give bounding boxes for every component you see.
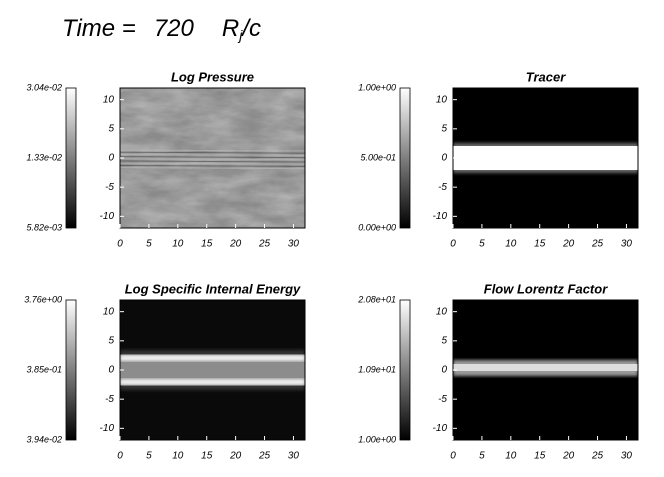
panel: Flow Lorentz Factor 0 5 10 15 20 25 30 10 5 0 -5 -10… (357, 281, 639, 462)
x-tick-label: 30 (288, 451, 300, 462)
image-streak (120, 162, 305, 165)
x-tick-label: 5 (479, 239, 485, 250)
x-tick-label: 30 (621, 239, 633, 250)
colorbar-label: 1.33e-02 (26, 152, 62, 162)
y-tick-label: -10 (100, 211, 115, 222)
x-tick-label: 0 (450, 451, 456, 462)
x-tick-label: 10 (505, 451, 517, 462)
x-tick-label: 15 (534, 239, 546, 250)
panel-title: Log Specific Internal Energy (125, 281, 301, 296)
colorbar (65, 87, 77, 229)
panel-title: Tracer (526, 69, 566, 84)
x-tick-label: 5 (479, 451, 485, 462)
colorbar (65, 299, 77, 441)
colorbar-label: 1.00e+00 (358, 434, 396, 444)
image-streak (120, 160, 305, 163)
x-tick-label: 20 (562, 451, 575, 462)
colorbar-label: 1.00e+00 (358, 82, 396, 92)
x-tick-label: 15 (534, 451, 546, 462)
x-tick-label: 5 (146, 451, 152, 462)
image-band (453, 146, 638, 170)
y-tick-label: -5 (105, 394, 114, 405)
colorbar (399, 87, 411, 229)
panel-image (453, 300, 638, 440)
y-tick-label: -5 (438, 182, 447, 193)
y-tick-label: 10 (436, 94, 448, 105)
image-streak (120, 158, 305, 161)
y-tick-label: 5 (108, 123, 114, 134)
y-tick-label: 5 (108, 335, 114, 346)
x-tick-label: 20 (562, 239, 575, 250)
colorbar-label: 3.94e-02 (26, 434, 62, 444)
title-unit-rest: /c (240, 15, 261, 42)
x-tick-label: 20 (229, 239, 242, 250)
title-label: Time = (62, 15, 136, 42)
title-time: 720 (154, 15, 195, 42)
colorbar-label: 5.00e-01 (360, 152, 396, 162)
title-unit: R (222, 15, 239, 42)
y-tick-label: 0 (108, 365, 114, 376)
title-unit-sub: j (237, 27, 243, 43)
y-tick-label: -10 (433, 423, 448, 434)
y-tick-label: 0 (441, 365, 447, 376)
colorbar-label: 0.00e+00 (358, 222, 396, 232)
image-streak (120, 156, 305, 159)
image-edge (120, 355, 305, 361)
image-texture (120, 88, 305, 228)
image-edge (120, 379, 305, 385)
y-tick-label: 5 (441, 123, 447, 134)
image-streak (120, 151, 305, 154)
colorbar-label: 5.82e-03 (26, 222, 62, 232)
colorbar-label: 3.76e+00 (24, 294, 62, 304)
image-streak (120, 153, 305, 156)
x-tick-label: 30 (288, 239, 300, 250)
image-band (453, 364, 638, 371)
panel-image (120, 300, 305, 440)
x-tick-label: 0 (117, 451, 123, 462)
y-tick-label: 5 (441, 335, 447, 346)
x-tick-label: 0 (117, 239, 123, 250)
image-streak (120, 167, 305, 170)
y-tick-label: 10 (103, 94, 115, 105)
x-tick-label: 25 (258, 239, 271, 250)
colorbar (399, 299, 411, 441)
panel: Log Specific Internal Energy 0 5 10 15 20 25 30… (24, 281, 306, 462)
figure-title: Time = 720 Rj/c (62, 15, 261, 42)
x-tick-label: 20 (229, 451, 242, 462)
panel-title: Log Pressure (171, 69, 254, 84)
image-streak (120, 149, 305, 152)
x-tick-label: 25 (258, 451, 271, 462)
x-tick-label: 10 (505, 239, 517, 250)
y-tick-label: -5 (438, 394, 447, 405)
x-tick-label: 25 (591, 239, 604, 250)
y-tick-label: 10 (103, 306, 115, 317)
colorbar-label: 3.04e-02 (26, 82, 62, 92)
panel-image (120, 88, 305, 228)
panel-title: Flow Lorentz Factor (484, 281, 608, 296)
panel: Log Pressure 0 5 10 15 20 25 30 10 5 0 -5 -10 3.04e-0… (26, 69, 306, 250)
colorbar-label: 3.85e-01 (26, 364, 62, 374)
y-tick-label: -10 (433, 211, 448, 222)
y-tick-label: 0 (441, 153, 447, 164)
colorbar-label: 1.09e+01 (358, 364, 396, 374)
y-tick-label: 10 (436, 306, 448, 317)
panel-image (453, 88, 638, 228)
x-tick-label: 30 (621, 451, 633, 462)
x-tick-label: 25 (591, 451, 604, 462)
x-tick-label: 10 (172, 451, 184, 462)
image-streak (120, 164, 305, 167)
x-tick-label: 5 (146, 239, 152, 250)
x-tick-label: 15 (201, 451, 213, 462)
y-tick-label: 0 (108, 153, 114, 164)
colorbar-label: 2.08e+01 (357, 294, 396, 304)
panel: Tracer 0 5 10 15 20 25 30 10 5 0 -5 -10 1.00e+00 5.00e… (358, 69, 639, 250)
y-tick-label: -5 (105, 182, 114, 193)
x-tick-label: 15 (201, 239, 213, 250)
x-tick-label: 10 (172, 239, 184, 250)
y-tick-label: -10 (100, 423, 115, 434)
x-tick-label: 0 (450, 239, 456, 250)
